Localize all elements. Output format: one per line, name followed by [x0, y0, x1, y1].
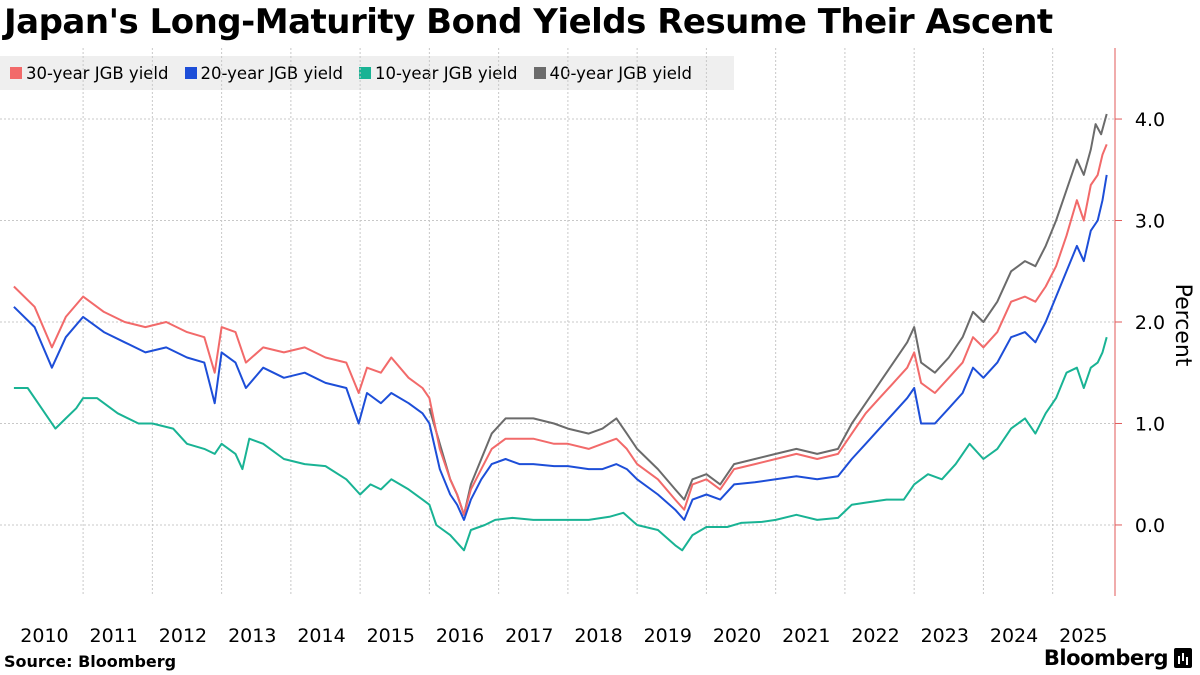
x-tick-label: 2014 — [297, 625, 345, 647]
brand-logo: Bloomberg — [1044, 646, 1192, 670]
x-tick-label: 2012 — [159, 625, 207, 647]
chart-title: Japan's Long-Maturity Bond Yields Resume… — [4, 2, 1053, 42]
series-line-20y — [13, 174, 1108, 521]
x-tick-label: 2022 — [851, 625, 899, 647]
y-axis-label: Percent — [1170, 284, 1195, 367]
legend-label: 40-year JGB yield — [549, 63, 693, 83]
legend-item-30y: 30-year JGB yield — [10, 64, 169, 83]
x-tick-label: 2019 — [644, 625, 692, 647]
brand-name: Bloomberg — [1043, 646, 1169, 670]
x-tick-label: 2021 — [782, 625, 830, 647]
y-tick-label: 1.0 — [1135, 413, 1165, 435]
legend-swatch — [10, 67, 22, 79]
legend-swatch — [533, 67, 546, 79]
terminal-icon — [1174, 648, 1192, 668]
x-tick-label: 2015 — [367, 625, 415, 647]
x-tick-label: 2020 — [713, 625, 761, 647]
source-note: Source: Bloomberg — [4, 652, 177, 671]
legend-label: 10-year JGB yield — [375, 63, 518, 83]
x-tick-label: 2025 — [1059, 625, 1107, 647]
x-tick-label: 2013 — [228, 625, 276, 647]
y-tick-label: 2.0 — [1135, 312, 1165, 334]
x-tick-label: 2023 — [921, 625, 969, 647]
x-tick-label: 2018 — [574, 625, 622, 647]
legend-label: 20-year JGB yield — [200, 63, 344, 83]
series-line-10y — [13, 336, 1108, 552]
chart-legend: 30-year JGB yield 20-year JGB yield 10-yea… — [0, 56, 734, 90]
legend-item-40y: 40-year JGB yield — [533, 63, 693, 83]
y-tick-label: 0.0 — [1135, 515, 1165, 537]
x-tick-label: 2017 — [505, 625, 553, 647]
series-line-30y — [13, 144, 1108, 516]
legend-swatch — [359, 67, 371, 79]
y-tick-label: 4.0 — [1135, 109, 1165, 131]
x-tick-label: 2016 — [436, 625, 484, 647]
legend-label: 30-year JGB yield — [26, 63, 169, 83]
x-tick-label: 2011 — [90, 625, 138, 647]
x-tick-label: 2010 — [20, 625, 68, 647]
y-tick-label: 3.0 — [1135, 211, 1165, 233]
legend-item-10y: 10-year JGB yield — [359, 64, 518, 83]
series-line-40y — [428, 113, 1108, 516]
x-tick-label: 2024 — [990, 625, 1038, 647]
legend-swatch — [184, 67, 197, 79]
legend-item-20y: 20-year JGB yield — [184, 63, 344, 83]
